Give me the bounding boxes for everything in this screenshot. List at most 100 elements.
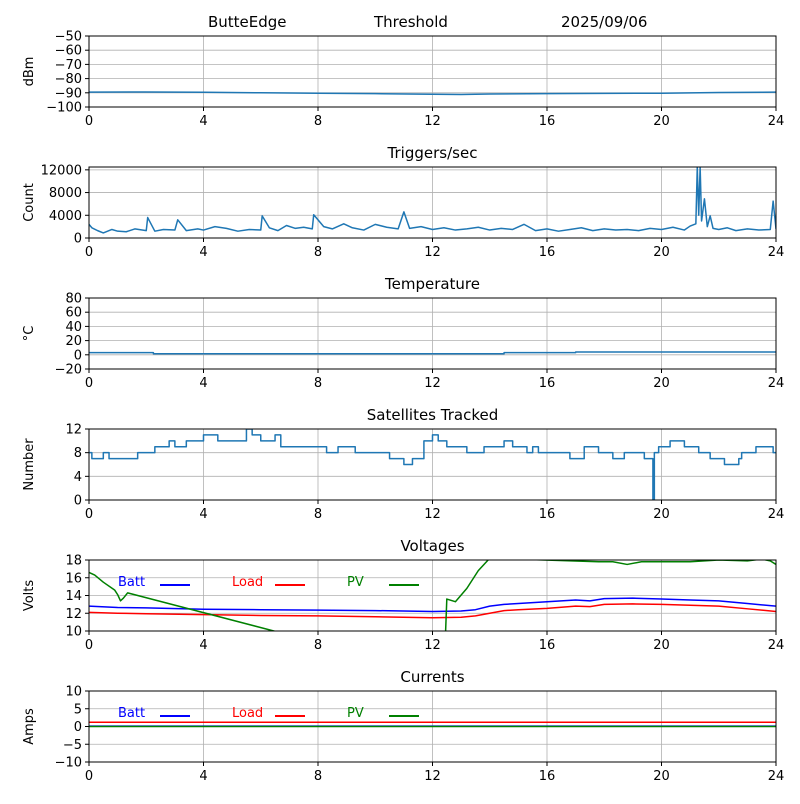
chart-title: Temperature: [384, 275, 480, 293]
legend-label-load: Load: [232, 575, 263, 590]
x-tick-label: 4: [199, 114, 207, 129]
x-tick-label: 24: [768, 376, 785, 391]
chart-title: Satellites Tracked: [367, 406, 498, 424]
x-tick-label: 20: [653, 769, 670, 784]
x-tick-label: 20: [653, 245, 670, 260]
y-tick-label: 0: [74, 720, 82, 735]
x-tick-label: 8: [314, 769, 322, 784]
x-tick-label: 16: [539, 114, 556, 129]
x-tick-label: 20: [653, 376, 670, 391]
y-tick-label: 40: [65, 320, 82, 335]
y-tick-label: 80: [65, 292, 82, 307]
x-tick-label: 20: [653, 638, 670, 653]
x-tick-label: 8: [314, 638, 322, 653]
panel-1: 0 4 8 12 16 20 24 −100−90−80−70−60−50 dBm: [22, 30, 784, 130]
y-tick-label: −50: [55, 30, 82, 45]
series-line-load: [89, 603, 776, 619]
legend-label-batt: Batt: [118, 706, 145, 721]
y-tick-label: 12: [65, 607, 82, 622]
panel-2: 0 4 8 12 16 20 24 0 4000 8000 12000 Triggers/sec Cou…: [22, 144, 784, 260]
y-axis-label: °C: [22, 326, 37, 342]
header-station: ButteEdge: [208, 13, 287, 31]
x-tick-label: 12: [424, 245, 441, 260]
x-tick-label: 20: [653, 114, 670, 129]
x-tick-label: 0: [85, 507, 93, 522]
y-tick-label: 12000: [41, 163, 82, 178]
legend-label-pv: PV: [347, 706, 364, 721]
x-tick-label: 12: [424, 638, 441, 653]
x-tick-label: 12: [424, 507, 441, 522]
y-tick-label: 14: [65, 589, 82, 604]
x-tick-label: 24: [768, 769, 785, 784]
y-tick-label: 18: [65, 554, 82, 569]
x-tick-label: 4: [199, 769, 207, 784]
x-tick-label: 0: [85, 638, 93, 653]
x-tick-label: 0: [85, 376, 93, 391]
series-line: [89, 429, 776, 500]
y-tick-label: −90: [55, 86, 82, 101]
x-tick-label: 12: [424, 376, 441, 391]
x-tick-label: 24: [768, 245, 785, 260]
y-tick-label: 0: [74, 494, 82, 509]
y-axis-label: Amps: [22, 708, 37, 745]
y-tick-label: −60: [55, 44, 82, 59]
x-tick-label: 24: [768, 638, 785, 653]
y-tick-label: 60: [65, 306, 82, 321]
x-tick-label: 16: [539, 376, 556, 391]
y-axis-label: Number: [22, 438, 37, 491]
y-tick-label: 0: [74, 232, 82, 247]
y-tick-label: −5: [63, 738, 82, 753]
x-tick-label: 16: [539, 769, 556, 784]
x-tick-label: 16: [539, 245, 556, 260]
x-tick-label: 4: [199, 507, 207, 522]
y-tick-label: −70: [55, 58, 82, 73]
x-tick-label: 12: [424, 114, 441, 129]
x-tick-label: 0: [85, 114, 93, 129]
x-tick-label: 4: [199, 638, 207, 653]
series-line-batt: [89, 597, 776, 613]
series-line: [89, 351, 776, 355]
x-tick-label: 12: [424, 769, 441, 784]
y-tick-label: 5: [74, 702, 82, 717]
y-tick-label: −80: [55, 72, 82, 87]
y-tick-label: 16: [65, 571, 82, 586]
header-date: 2025/09/06: [561, 13, 647, 31]
y-axis-label: dBm: [22, 57, 37, 87]
legend-label-batt: Batt: [118, 575, 145, 590]
y-tick-label: −20: [55, 363, 82, 378]
legend-label-load: Load: [232, 706, 263, 721]
x-tick-label: 24: [768, 507, 785, 522]
y-axis-label: Volts: [22, 580, 37, 612]
x-tick-label: 4: [199, 376, 207, 391]
x-tick-label: 8: [314, 376, 322, 391]
x-tick-label: 16: [539, 507, 556, 522]
y-tick-label: 8: [74, 446, 82, 461]
chart-title: Currents: [400, 668, 464, 686]
panel-6: 0 4 8 12 16 20 24 −10 −5 0 5 10 Currents Amps Batt Load…: [22, 668, 784, 784]
legend-label-pv: PV: [347, 575, 364, 590]
x-tick-label: 8: [314, 245, 322, 260]
y-tick-label: 10: [65, 625, 82, 640]
chart-title: Triggers/sec: [387, 144, 478, 162]
x-tick-label: 0: [85, 245, 93, 260]
panel-4: 0 4 8 12 16 20 24 0 4 8 12 Satellites Tracked Number: [22, 406, 784, 522]
y-tick-label: −100: [46, 101, 82, 116]
x-tick-label: 4: [199, 245, 207, 260]
y-tick-label: 10: [65, 685, 82, 700]
x-tick-label: 16: [539, 638, 556, 653]
y-axis-label: Count: [22, 183, 37, 222]
series-line: [89, 167, 776, 234]
chart-title: Voltages: [400, 537, 464, 555]
x-tick-label: 24: [768, 114, 785, 129]
x-tick-label: 8: [314, 507, 322, 522]
y-tick-label: 4: [74, 470, 82, 485]
y-tick-label: −10: [55, 756, 82, 771]
y-tick-label: 8000: [49, 186, 82, 201]
panel-5: 0 4 8 12 16 20 24 10 12 14 16 18 Voltages Volts Batt Lo…: [22, 537, 785, 653]
x-tick-label: 8: [314, 114, 322, 129]
series-line: [89, 91, 776, 96]
series-line-pv: [89, 560, 776, 631]
